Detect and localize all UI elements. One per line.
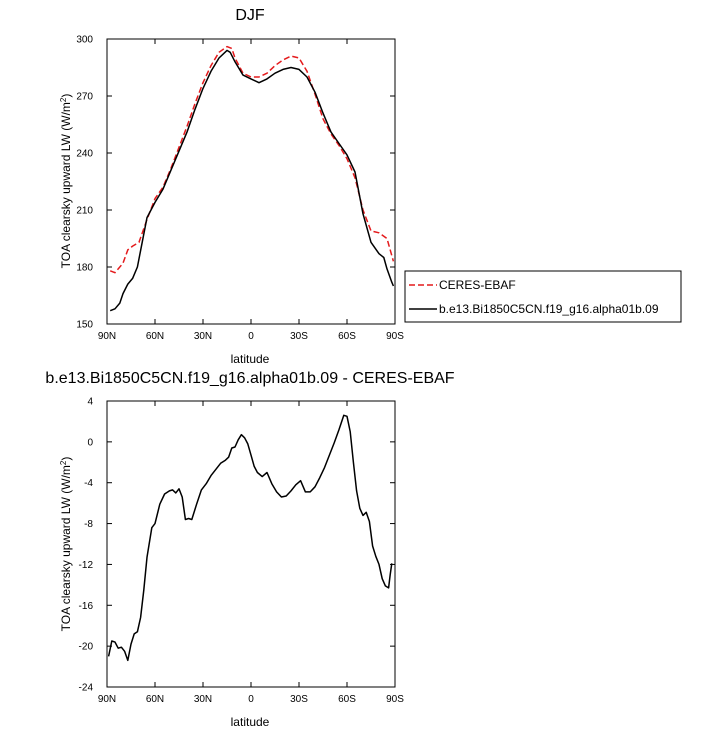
y-tick-labels: 150 180 210 240 270 300 <box>76 35 93 331</box>
tick-marks <box>106 400 396 688</box>
y-tick-labels: -24 -20 -16 -12 -8 -4 0 4 <box>79 397 94 694</box>
x-tick-label: 30S <box>290 331 308 342</box>
x-tick-label: 60N <box>146 331 164 342</box>
tick-marks <box>106 38 396 325</box>
y-axis-label: TOA clearsky upward LW (W/m2) <box>59 94 73 269</box>
x-tick-label: 0 <box>248 694 254 705</box>
x-tick-label: 60N <box>146 694 164 705</box>
series-lines <box>109 45 395 312</box>
y-axis-label-main: TOA clearsky upward LW (W/m <box>59 102 73 268</box>
y-tick-label: 0 <box>87 437 93 448</box>
series-line-0 <box>109 45 395 274</box>
series-line-0 <box>107 414 393 662</box>
y-tick-label: 240 <box>76 149 93 160</box>
y-tick-label: -16 <box>79 601 94 612</box>
x-tick-label: 30N <box>194 331 212 342</box>
chart-title: DJF <box>235 7 265 24</box>
legend: CERES-EBAF b.e13.Bi1850C5CN.f19_g16.alph… <box>404 270 682 323</box>
x-tick-label: 90N <box>98 694 116 705</box>
y-tick-label: -8 <box>84 519 93 530</box>
y-tick-label: 270 <box>76 92 93 103</box>
y-axis-label: TOA clearsky upward LW (W/m2) <box>59 457 73 632</box>
x-tick-labels: 90N 60N 30N 0 30S 60S 90S <box>98 331 404 342</box>
y-tick-label: 210 <box>76 206 93 217</box>
legend-label-model: b.e13.Bi1850C5CN.f19_g16.alpha01b.09 <box>439 302 659 316</box>
y-tick-label: 180 <box>76 263 93 274</box>
x-tick-label: 90N <box>98 331 116 342</box>
plot-area <box>106 38 396 325</box>
y-tick-label: -24 <box>79 683 94 694</box>
x-tick-label: 30S <box>290 694 308 705</box>
series-lines <box>107 414 393 662</box>
x-tick-labels: 90N 60N 30N 0 30S 60S 90S <box>98 694 404 705</box>
y-axis-label-close: ) <box>59 94 73 98</box>
y-tick-label: 4 <box>87 397 93 408</box>
chart-title: b.e13.Bi1850C5CN.f19_g16.alpha01b.09 - C… <box>45 370 454 387</box>
x-tick-label: 60S <box>338 694 356 705</box>
legend-box <box>404 270 682 323</box>
y-tick-label: -12 <box>79 560 94 571</box>
y-axis-label-sup: 2 <box>59 97 68 102</box>
x-tick-label: 90S <box>386 331 404 342</box>
x-tick-label: 0 <box>248 331 254 342</box>
legend-label-ceres: CERES-EBAF <box>439 278 516 292</box>
x-tick-label: 60S <box>338 331 356 342</box>
top-chart: DJF 90N 60N 30N 0 30S 60S 90S 150 180 210 240 270 3… <box>59 7 682 366</box>
y-tick-label: 300 <box>76 35 93 46</box>
x-axis-label: latitude <box>231 715 270 729</box>
series-line-1 <box>109 49 395 312</box>
y-tick-label: -4 <box>84 478 93 489</box>
x-tick-label: 90S <box>386 694 404 705</box>
y-axis-label-sup: 2 <box>59 460 68 465</box>
y-tick-label: 150 <box>76 320 93 331</box>
y-axis-label-main: TOA clearsky upward LW (W/m <box>59 465 73 631</box>
bottom-chart: b.e13.Bi1850C5CN.f19_g16.alpha01b.09 - C… <box>45 370 454 729</box>
y-axis-label-close: ) <box>59 457 73 461</box>
x-axis-label: latitude <box>231 352 270 366</box>
y-tick-label: -20 <box>79 642 94 653</box>
x-tick-label: 30N <box>194 694 212 705</box>
